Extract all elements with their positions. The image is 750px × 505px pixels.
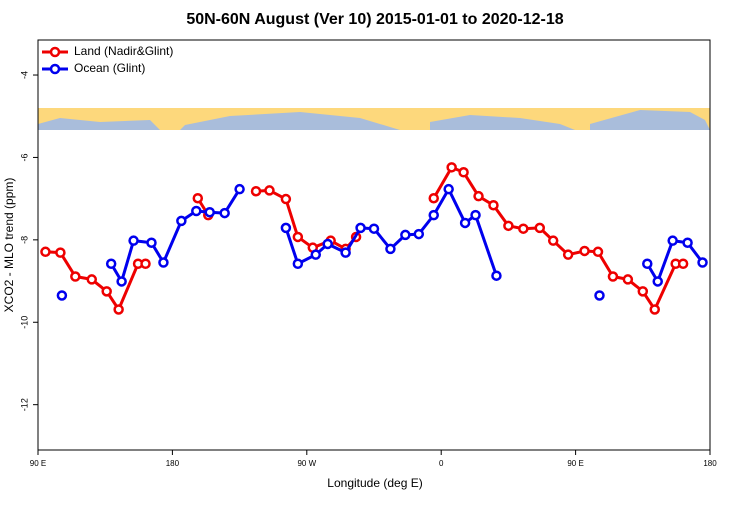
data-point [128, 235, 139, 246]
x-tick-label: 180 [703, 459, 717, 468]
data-point [607, 271, 619, 282]
data-point [594, 290, 605, 301]
data-point [292, 258, 304, 269]
data-point [400, 229, 411, 241]
data-point [547, 235, 559, 246]
data-point [280, 222, 292, 234]
data-point [116, 276, 127, 287]
data-point [473, 190, 484, 202]
data-point [340, 247, 351, 258]
data-point [697, 257, 708, 268]
y-tick-label: -12 [19, 398, 29, 411]
series-line [45, 165, 684, 311]
data-point [642, 258, 653, 269]
data-point [250, 185, 262, 197]
data-point [176, 215, 187, 227]
data-point [503, 220, 514, 232]
data-point [146, 237, 157, 248]
data-point [101, 286, 112, 297]
data-point [310, 249, 322, 260]
data-point [70, 271, 81, 282]
data-point [592, 246, 604, 258]
data-point [562, 249, 574, 260]
map-band [38, 108, 710, 130]
data-point [491, 270, 502, 281]
data-point [234, 183, 245, 195]
data-point [458, 167, 469, 178]
data-point [579, 245, 590, 257]
data-point [459, 217, 471, 229]
data-point [428, 192, 439, 204]
plot-frame [37, 39, 711, 451]
data-point [204, 206, 215, 218]
data-point [428, 209, 439, 221]
data-point [534, 222, 546, 234]
data-point [470, 209, 481, 221]
data-point [637, 286, 649, 297]
data-point [322, 238, 333, 250]
y-tick-label: -4 [19, 71, 29, 79]
legend-label: Ocean (Glint) [74, 61, 145, 75]
data-point [113, 304, 124, 315]
data-point [264, 185, 275, 196]
data-point [219, 207, 230, 219]
legend-label: Land (Nadir&Glint) [74, 44, 173, 58]
x-axis-label: Longitude (deg E) [327, 476, 422, 490]
data-point [649, 304, 660, 315]
data-point [355, 222, 366, 234]
data-point [488, 199, 499, 211]
data-point [518, 223, 529, 234]
data-point [158, 257, 169, 268]
data-point [191, 205, 202, 217]
x-tick-label: 0 [439, 459, 444, 468]
data-point [292, 231, 304, 243]
x-tick-label: 180 [166, 459, 180, 468]
data-point [443, 183, 454, 195]
data-point [55, 247, 66, 258]
data-point [40, 246, 51, 258]
x-tick-label: 90 E [30, 459, 46, 468]
data-point [105, 258, 117, 269]
data-point [622, 274, 634, 285]
data-point [280, 193, 292, 205]
x-tick-label: 90 W [297, 459, 316, 468]
y-axis-label: XCO2 - MLO trend (ppm) [2, 178, 16, 313]
data-point [56, 290, 68, 301]
data-point [677, 258, 689, 269]
data-point [682, 237, 693, 248]
legend-marker [49, 46, 61, 58]
data-point [413, 228, 425, 240]
y-tick-label: -10 [19, 316, 29, 329]
data-point [446, 162, 457, 173]
data-point [652, 276, 663, 287]
data-point [368, 223, 380, 234]
x-tick-label: 90 E [567, 459, 583, 468]
data-point [140, 258, 151, 269]
data-point [86, 274, 98, 285]
y-tick-label: -8 [19, 236, 29, 244]
chart-title: 50N-60N August (Ver 10) 2015-01-01 to 20… [186, 11, 563, 28]
y-tick-label: -6 [19, 153, 29, 161]
data-point [192, 192, 204, 204]
legend-marker [49, 63, 61, 75]
data-point [385, 243, 396, 255]
data-point [667, 235, 678, 246]
